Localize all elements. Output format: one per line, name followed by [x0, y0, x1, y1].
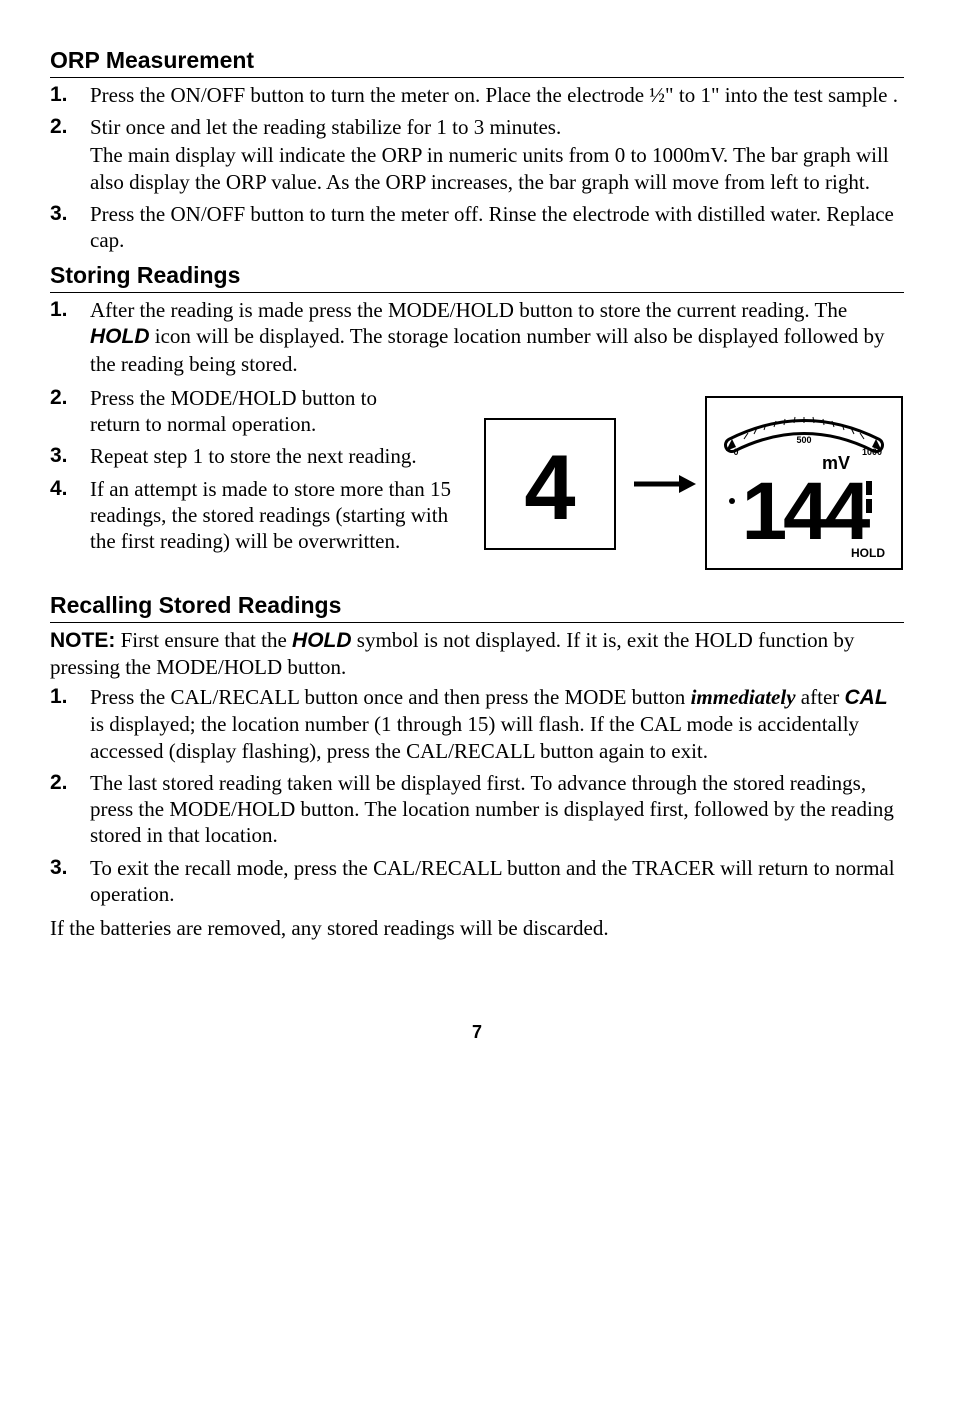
list-item: 2. Stir once and let the reading stabili…	[50, 114, 904, 197]
lcd-figure: 4 0 500 1000 mV 144 HOLD	[484, 389, 904, 579]
hold-icon-text: HOLD	[90, 325, 150, 348]
orp-heading: ORP Measurement	[50, 46, 904, 78]
list-item: 3. Repeat step 1 to store the next readi…	[50, 443, 472, 471]
item-text: Press the MODE/HOLD button to return to …	[90, 385, 430, 438]
item-text: The last stored reading taken will be di…	[90, 770, 904, 849]
list-item: 1. Press the ON/OFF button to turn the m…	[50, 82, 904, 110]
orp-list: 1. Press the ON/OFF button to turn the m…	[50, 82, 904, 256]
item-text: If an attempt is made to store more than…	[90, 476, 472, 555]
fig-scale-500: 500	[796, 435, 811, 445]
list-item: 1. Press the CAL/RECALL button once and …	[50, 684, 904, 766]
fig-scale-0: 0	[733, 447, 738, 457]
item-text: The main display will indicate the ORP i…	[90, 142, 904, 195]
item-text: Press the CAL/RECALL button once and the…	[90, 684, 904, 764]
item-number: 2.	[50, 770, 90, 851]
list-item: 3. Press the ON/OFF button to turn the m…	[50, 201, 904, 256]
item-text: After the reading is made press the MODE…	[90, 297, 904, 377]
storing-heading: Storing Readings	[50, 261, 904, 293]
item-number: 3.	[50, 855, 90, 910]
item-text: Repeat step 1 to store the next reading.	[90, 443, 430, 469]
item-text: Press the ON/OFF button to turn the mete…	[90, 82, 904, 108]
item-text: To exit the recall mode, press the CAL/R…	[90, 855, 904, 908]
page-number: 7	[50, 1021, 904, 1044]
fig-value: 144	[742, 466, 871, 557]
final-paragraph: If the batteries are removed, any stored…	[50, 915, 904, 941]
list-item: 2. The last stored reading taken will be…	[50, 770, 904, 851]
item-number: 3.	[50, 201, 90, 256]
storing-list: 1. After the reading is made press the M…	[50, 297, 904, 379]
item-number: 2.	[50, 114, 90, 197]
list-item: 4. If an attempt is made to store more t…	[50, 476, 472, 557]
item-number: 2.	[50, 385, 90, 440]
cal-icon-text: CAL	[845, 686, 888, 709]
item-number: 3.	[50, 443, 90, 471]
note-paragraph: NOTE: First ensure that the HOLD symbol …	[50, 627, 904, 681]
hold-icon-text: HOLD	[292, 629, 352, 652]
list-item: 2. Press the MODE/HOLD button to return …	[50, 385, 472, 440]
item-number: 1.	[50, 82, 90, 110]
item-number: 1.	[50, 297, 90, 379]
fig-left-digit: 4	[524, 437, 575, 539]
list-item: 1. After the reading is made press the M…	[50, 297, 904, 379]
note-label: NOTE:	[50, 629, 115, 652]
recalling-heading: Recalling Stored Readings	[50, 591, 904, 623]
fig-hold-label: HOLD	[851, 546, 885, 560]
fig-scale-1000: 1000	[862, 447, 882, 457]
recalling-list: 1. Press the CAL/RECALL button once and …	[50, 684, 904, 909]
list-item: 3. To exit the recall mode, press the CA…	[50, 855, 904, 910]
item-text: Press the ON/OFF button to turn the mete…	[90, 201, 904, 254]
item-text: Stir once and let the reading stabilize …	[90, 114, 904, 140]
item-number: 1.	[50, 684, 90, 766]
item-number: 4.	[50, 476, 90, 557]
